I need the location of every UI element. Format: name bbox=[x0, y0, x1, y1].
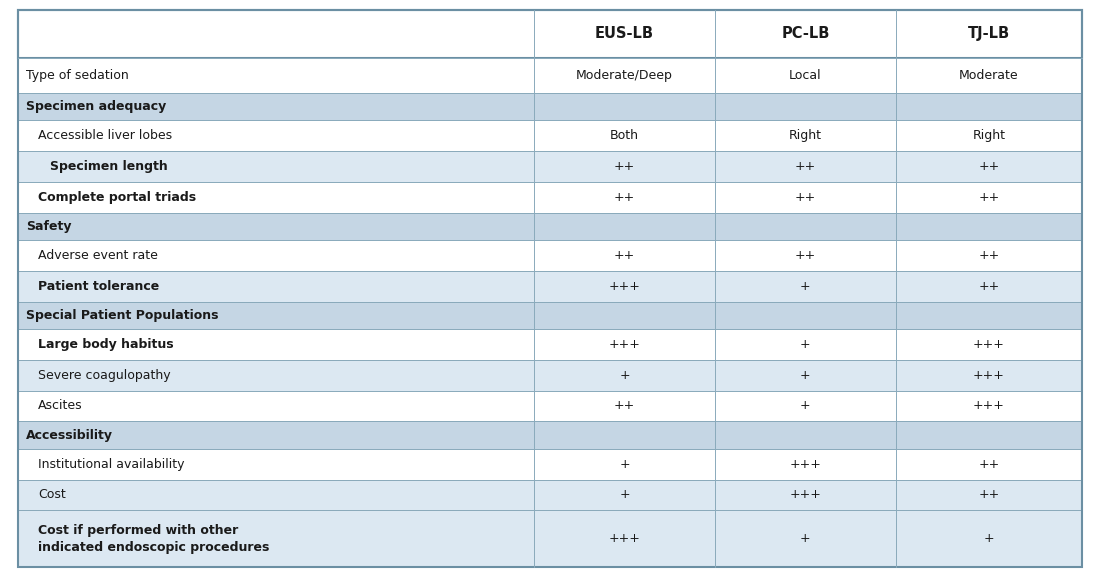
Text: +++: +++ bbox=[608, 280, 640, 293]
Text: +: + bbox=[619, 488, 630, 501]
Bar bbox=[18, 449, 1082, 479]
Text: +: + bbox=[800, 280, 811, 293]
Bar bbox=[18, 329, 1082, 360]
Bar bbox=[18, 479, 1082, 510]
Text: +: + bbox=[800, 369, 811, 382]
Text: +++: +++ bbox=[790, 458, 822, 471]
Text: Local: Local bbox=[789, 69, 822, 82]
Text: ++: ++ bbox=[614, 160, 635, 173]
Text: ++: ++ bbox=[978, 249, 1000, 262]
Text: +: + bbox=[983, 532, 994, 545]
Bar bbox=[18, 391, 1082, 421]
Text: Right: Right bbox=[972, 129, 1005, 143]
Text: ++: ++ bbox=[794, 249, 816, 262]
Text: +++: +++ bbox=[790, 488, 822, 501]
Bar bbox=[18, 151, 1082, 182]
Text: Type of sedation: Type of sedation bbox=[26, 69, 129, 82]
Text: +++: +++ bbox=[608, 532, 640, 545]
Text: Safety: Safety bbox=[26, 220, 72, 233]
Text: Adverse event rate: Adverse event rate bbox=[39, 249, 158, 262]
Text: ++: ++ bbox=[978, 191, 1000, 204]
Text: +: + bbox=[619, 458, 630, 471]
Text: Accessibility: Accessibility bbox=[26, 429, 113, 441]
Bar bbox=[18, 302, 1082, 329]
Text: Moderate/Deep: Moderate/Deep bbox=[576, 69, 673, 82]
Text: ++: ++ bbox=[614, 399, 635, 413]
Text: Accessible liver lobes: Accessible liver lobes bbox=[39, 129, 172, 143]
Text: +: + bbox=[800, 532, 811, 545]
Text: Special Patient Populations: Special Patient Populations bbox=[26, 309, 219, 322]
Text: ++: ++ bbox=[978, 280, 1000, 293]
Text: Cost: Cost bbox=[39, 488, 66, 501]
Text: +: + bbox=[800, 338, 811, 351]
Text: ++: ++ bbox=[614, 249, 635, 262]
Bar bbox=[18, 121, 1082, 151]
Text: Specimen adequacy: Specimen adequacy bbox=[26, 100, 166, 113]
Text: ++: ++ bbox=[794, 191, 816, 204]
Text: ++: ++ bbox=[978, 458, 1000, 471]
Text: Ascites: Ascites bbox=[39, 399, 82, 413]
Bar bbox=[18, 240, 1082, 271]
Text: Severe coagulopathy: Severe coagulopathy bbox=[39, 369, 170, 382]
Text: ++: ++ bbox=[978, 160, 1000, 173]
Bar bbox=[18, 212, 1082, 240]
Text: Moderate: Moderate bbox=[959, 69, 1019, 82]
Text: +++: +++ bbox=[608, 338, 640, 351]
Text: TJ-LB: TJ-LB bbox=[968, 27, 1010, 42]
Text: +++: +++ bbox=[974, 369, 1004, 382]
Bar bbox=[18, 182, 1082, 212]
Text: Institutional availability: Institutional availability bbox=[39, 458, 185, 471]
Text: Patient tolerance: Patient tolerance bbox=[39, 280, 160, 293]
Text: Complete portal triads: Complete portal triads bbox=[39, 191, 196, 204]
Text: Right: Right bbox=[789, 129, 822, 143]
Text: Large body habitus: Large body habitus bbox=[39, 338, 174, 351]
Text: Specimen length: Specimen length bbox=[50, 160, 167, 173]
Bar bbox=[18, 510, 1082, 567]
Bar bbox=[18, 93, 1082, 121]
Text: ++: ++ bbox=[614, 191, 635, 204]
Text: EUS-LB: EUS-LB bbox=[595, 27, 654, 42]
Text: Both: Both bbox=[610, 129, 639, 143]
Bar bbox=[18, 271, 1082, 302]
Text: +: + bbox=[619, 369, 630, 382]
Text: Cost if performed with other
indicated endoscopic procedures: Cost if performed with other indicated e… bbox=[39, 523, 270, 553]
Bar bbox=[18, 10, 1082, 58]
Text: ++: ++ bbox=[978, 488, 1000, 501]
Text: +: + bbox=[800, 399, 811, 413]
Text: +++: +++ bbox=[974, 338, 1004, 351]
Text: +++: +++ bbox=[974, 399, 1004, 413]
Bar bbox=[18, 421, 1082, 449]
Text: PC-LB: PC-LB bbox=[781, 27, 829, 42]
Text: ++: ++ bbox=[794, 160, 816, 173]
Bar bbox=[18, 58, 1082, 93]
Bar bbox=[18, 360, 1082, 391]
